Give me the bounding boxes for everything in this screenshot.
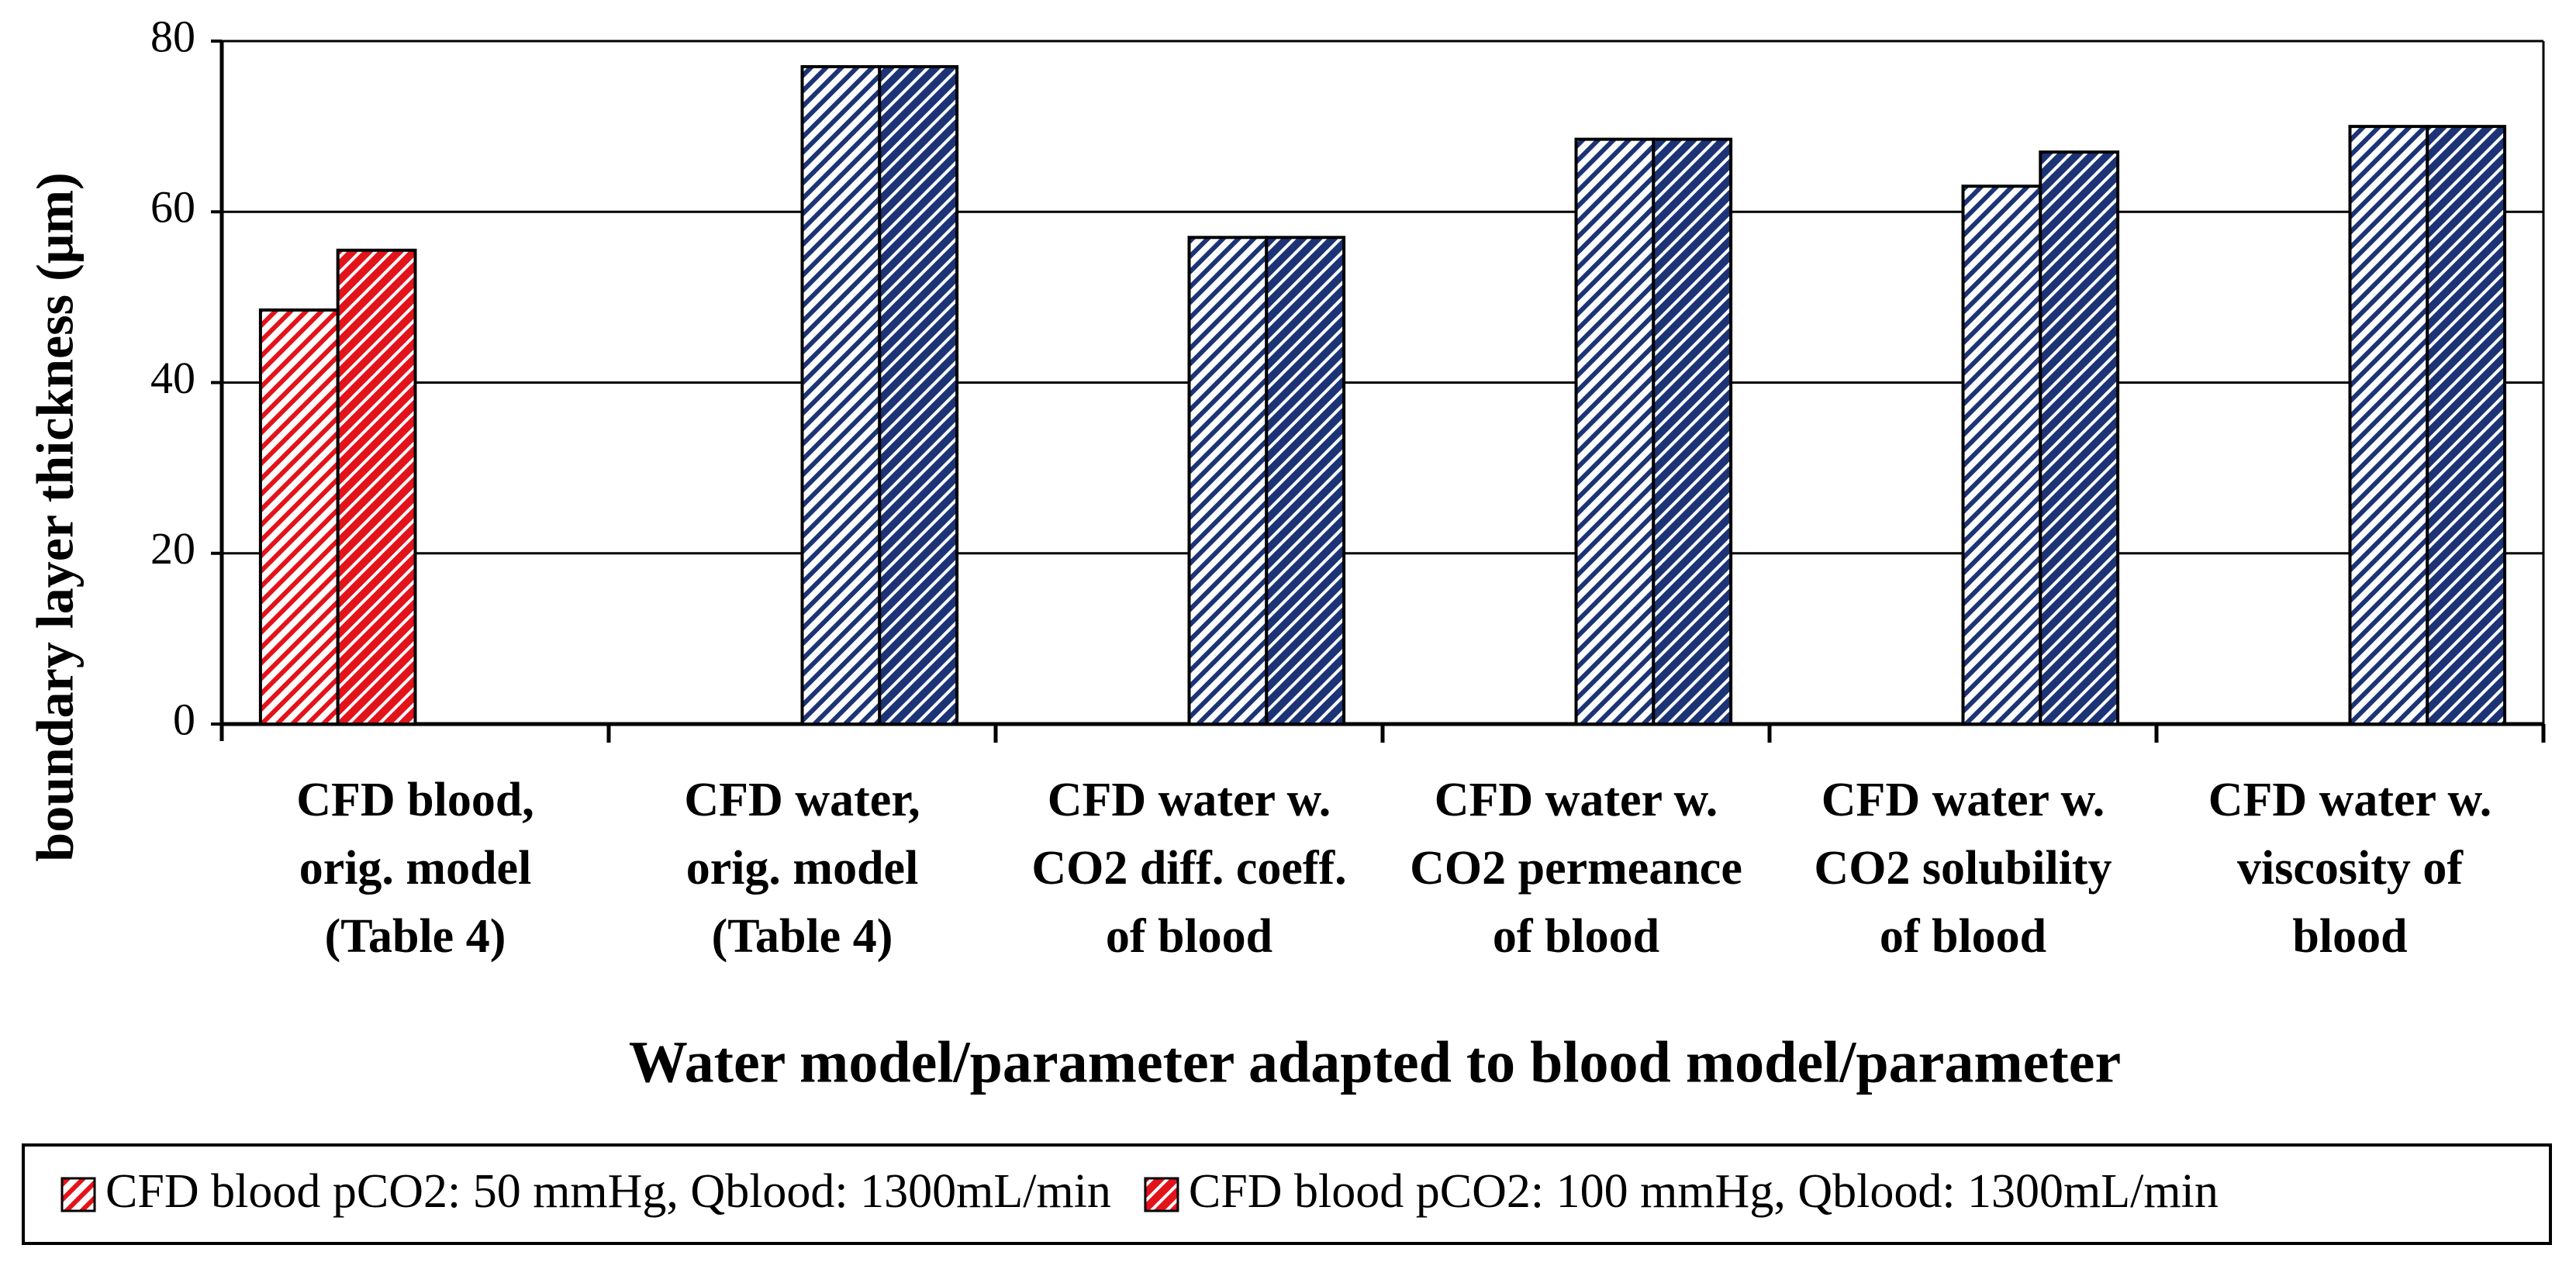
x-tick-label-line: (Table 4) bbox=[325, 910, 506, 963]
bar bbox=[258, 308, 340, 726]
legend-swatch bbox=[60, 1177, 96, 1212]
bar bbox=[336, 248, 417, 726]
x-axis-title: Water model/parameter adapted to blood m… bbox=[629, 1029, 2121, 1095]
y-tick-label: 0 bbox=[173, 694, 195, 744]
x-tick-label-line: CFD blood, bbox=[296, 774, 534, 826]
bar bbox=[2426, 125, 2507, 726]
y-tick-label: 40 bbox=[150, 353, 195, 403]
legend-swatch bbox=[1144, 1177, 1179, 1212]
x-tick-label-line: CFD water w. bbox=[2208, 774, 2492, 826]
x-tick-label: CFD water w. CO2 diff. coeff. of blood bbox=[1031, 774, 1346, 963]
x-tick-label-line: CFD water w. bbox=[1822, 774, 2105, 826]
y-tick-label: 20 bbox=[150, 523, 195, 574]
bar bbox=[1187, 236, 1269, 726]
x-tick-label-line: CFD water, bbox=[684, 774, 920, 826]
bar bbox=[800, 65, 882, 726]
x-tick-label: CFD blood, orig. model (Table 4) bbox=[296, 774, 534, 963]
x-tick-label-line: of blood bbox=[1880, 910, 2046, 963]
x-tick-label-line: CO2 solubility bbox=[1814, 842, 2112, 895]
y-tick-label: 80 bbox=[150, 11, 195, 61]
x-tick-label-line: of blood bbox=[1106, 910, 1272, 963]
bar bbox=[1961, 185, 2042, 726]
x-tick-label: CFD water w. CO2 permeance of blood bbox=[1410, 774, 1742, 963]
y-tick-label: 60 bbox=[150, 182, 195, 233]
bar bbox=[878, 65, 959, 726]
x-tick-label: CFD water w. CO2 solubility of blood bbox=[1814, 774, 2112, 963]
x-tick-label-line: blood bbox=[2292, 910, 2407, 963]
x-tick-label-line: CO2 diff. coeff. bbox=[1031, 842, 1346, 895]
bar bbox=[1574, 137, 1656, 726]
x-tick-label-line: orig. model bbox=[299, 842, 532, 895]
x-tick-label-line: CO2 permeance bbox=[1410, 842, 1742, 895]
y-axis-title: boundary layer thickness (μm) bbox=[26, 172, 85, 861]
legend-label: CFD blood pCO2: 50 mmHg, Qblood: 1300mL/… bbox=[105, 1165, 1111, 1218]
x-tick-label-line: of blood bbox=[1493, 910, 1659, 963]
x-tick-label-line: CFD water w. bbox=[1435, 774, 1718, 826]
bar bbox=[2039, 150, 2120, 726]
bar bbox=[2348, 125, 2429, 726]
x-tick-label-line: viscosity of bbox=[2237, 842, 2464, 895]
legend-label: CFD blood pCO2: 100 mmHg, Qblood: 1300mL… bbox=[1189, 1165, 2219, 1218]
x-tick-label: CFD water w. viscosity of blood bbox=[2208, 774, 2492, 963]
legend-box bbox=[22, 1143, 2552, 1245]
bar bbox=[1652, 137, 1733, 726]
x-tick-label-line: (Table 4) bbox=[712, 910, 893, 963]
bar bbox=[1265, 236, 1346, 726]
x-tick-label: CFD water, orig. model (Table 4) bbox=[684, 774, 920, 963]
x-tick-label-line: orig. model bbox=[686, 842, 919, 895]
x-tick-label-line: CFD water w. bbox=[1048, 774, 1331, 826]
